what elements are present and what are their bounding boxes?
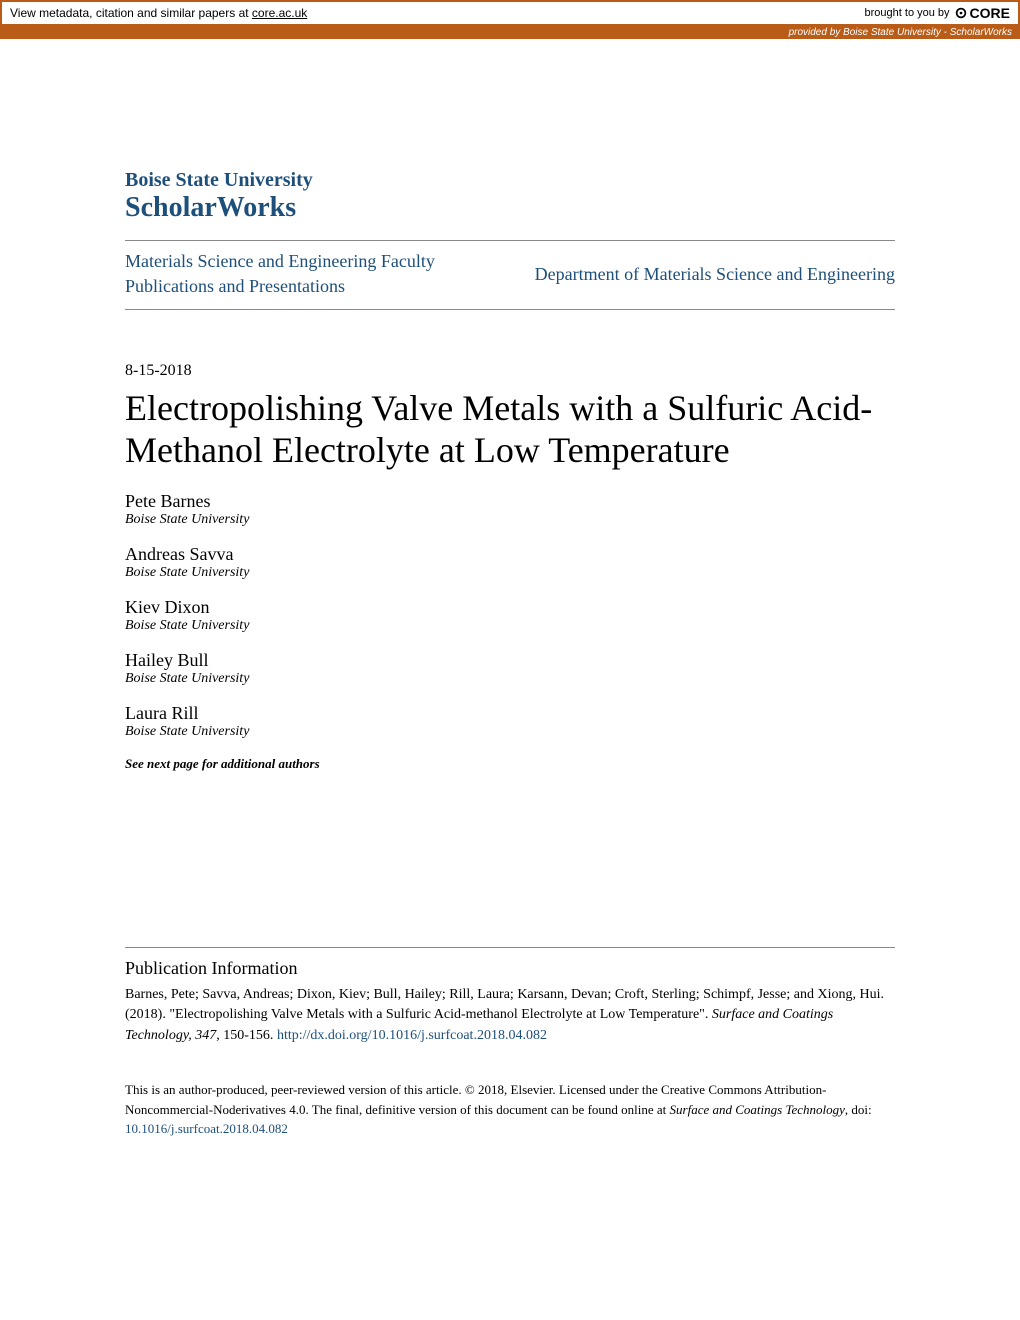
author-name: Hailey Bull xyxy=(125,650,895,671)
core-banner: View metadata, citation and similar pape… xyxy=(0,0,1020,26)
author-name: Laura Rill xyxy=(125,703,895,724)
article-title: Electropolishing Valve Metals with a Sul… xyxy=(125,388,895,471)
author-block: Pete BarnesBoise State University xyxy=(125,491,895,528)
license-doi-link[interactable]: 10.1016/j.surfcoat.2018.04.082 xyxy=(125,1121,288,1136)
citation-pages: , 150-156. xyxy=(216,1028,277,1043)
repository-name[interactable]: ScholarWorks xyxy=(125,192,895,224)
author-affiliation: Boise State University xyxy=(125,618,895,634)
license-journal: Surface and Coatings Technology xyxy=(670,1102,845,1117)
institution-name: Boise State University xyxy=(125,169,895,192)
author-name: Andreas Savva xyxy=(125,544,895,565)
divider-pubinfo xyxy=(125,947,895,948)
core-banner-left: View metadata, citation and similar pape… xyxy=(10,6,307,20)
core-metadata-text: View metadata, citation and similar pape… xyxy=(10,6,252,20)
provided-by-source: Boise State University - ScholarWorks xyxy=(843,27,1012,38)
author-block: Laura RillBoise State University xyxy=(125,703,895,740)
pub-info-citation: Barnes, Pete; Savva, Andreas; Dixon, Kie… xyxy=(125,985,895,1046)
brought-to-you-text: brought to you by xyxy=(865,7,950,19)
license-text: This is an author-produced, peer-reviewe… xyxy=(125,1066,895,1139)
publication-date: 8-15-2018 xyxy=(125,362,895,380)
core-logo-text: CORE xyxy=(970,5,1010,21)
author-affiliation: Boise State University xyxy=(125,565,895,581)
core-icon xyxy=(954,6,968,20)
divider-bottom xyxy=(125,309,895,310)
collection-link[interactable]: Materials Science and Engineering Facult… xyxy=(125,249,495,299)
provided-by-prefix: provided by xyxy=(789,27,843,38)
author-name: Pete Barnes xyxy=(125,491,895,512)
author-affiliation: Boise State University xyxy=(125,724,895,740)
doi-link[interactable]: http://dx.doi.org/10.1016/j.surfcoat.201… xyxy=(277,1028,547,1043)
provided-by-bar: provided by Boise State University - Sch… xyxy=(0,26,1020,39)
authors-list: Pete BarnesBoise State UniversityAndreas… xyxy=(125,491,895,740)
author-name: Kiev Dixon xyxy=(125,597,895,618)
core-banner-right: brought to you by CORE xyxy=(865,5,1010,21)
core-logo[interactable]: CORE xyxy=(954,5,1010,21)
author-block: Kiev DixonBoise State University xyxy=(125,597,895,634)
core-link[interactable]: core.ac.uk xyxy=(252,6,307,20)
pub-info-heading: Publication Information xyxy=(125,958,895,979)
author-affiliation: Boise State University xyxy=(125,671,895,687)
department-link[interactable]: Department of Materials Science and Engi… xyxy=(510,264,895,285)
author-affiliation: Boise State University xyxy=(125,512,895,528)
page-content: Boise State University ScholarWorks Mate… xyxy=(0,39,1020,1179)
license-part2: , doi: xyxy=(845,1102,872,1117)
department-row: Materials Science and Engineering Facult… xyxy=(125,241,895,309)
author-block: Andreas SavvaBoise State University xyxy=(125,544,895,581)
publication-info-section: Publication Information Barnes, Pete; Sa… xyxy=(125,947,895,1138)
header-section: Boise State University ScholarWorks Mate… xyxy=(125,169,895,310)
next-page-note: See next page for additional authors xyxy=(125,756,895,772)
author-block: Hailey BullBoise State University xyxy=(125,650,895,687)
